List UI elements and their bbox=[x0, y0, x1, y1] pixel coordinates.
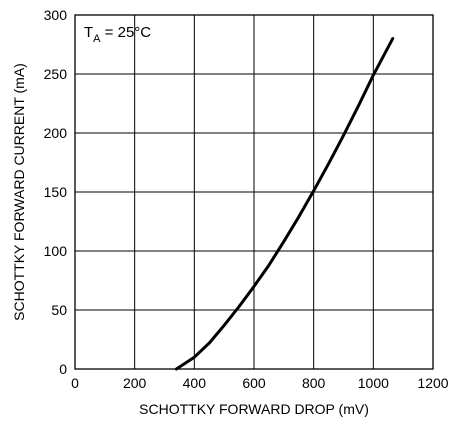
y-tick-label: 150 bbox=[44, 184, 68, 200]
y-tick-label: 300 bbox=[44, 7, 68, 23]
x-tick-label: 800 bbox=[302, 375, 326, 391]
temperature-annotation: TA = 25°C bbox=[84, 24, 151, 45]
annotation-subscript: A bbox=[93, 33, 101, 45]
annotation-rest: = 25°C bbox=[101, 24, 152, 41]
y-tick-label: 250 bbox=[44, 66, 68, 82]
annotation-main: T bbox=[84, 24, 93, 41]
x-tick-label: 200 bbox=[123, 375, 147, 391]
plot-frame bbox=[74, 14, 434, 370]
x-tick-label: 1200 bbox=[417, 375, 448, 391]
y-tick-label: 50 bbox=[51, 302, 67, 318]
y-tick-label: 0 bbox=[59, 361, 67, 377]
x-tick-label: 1000 bbox=[358, 375, 389, 391]
y-tick-label: 100 bbox=[44, 243, 68, 259]
x-tick-label: 600 bbox=[242, 375, 266, 391]
y-tick-label: 200 bbox=[44, 125, 68, 141]
series-line bbox=[174, 37, 395, 371]
y-axis-label: SCHOTTKY FORWARD CURRENT (mA) bbox=[11, 63, 27, 321]
x-axis-label: SCHOTTKY FORWARD DROP (mV) bbox=[139, 401, 369, 417]
x-tick-label: 400 bbox=[183, 375, 207, 391]
x-tick-label: 0 bbox=[71, 375, 79, 391]
